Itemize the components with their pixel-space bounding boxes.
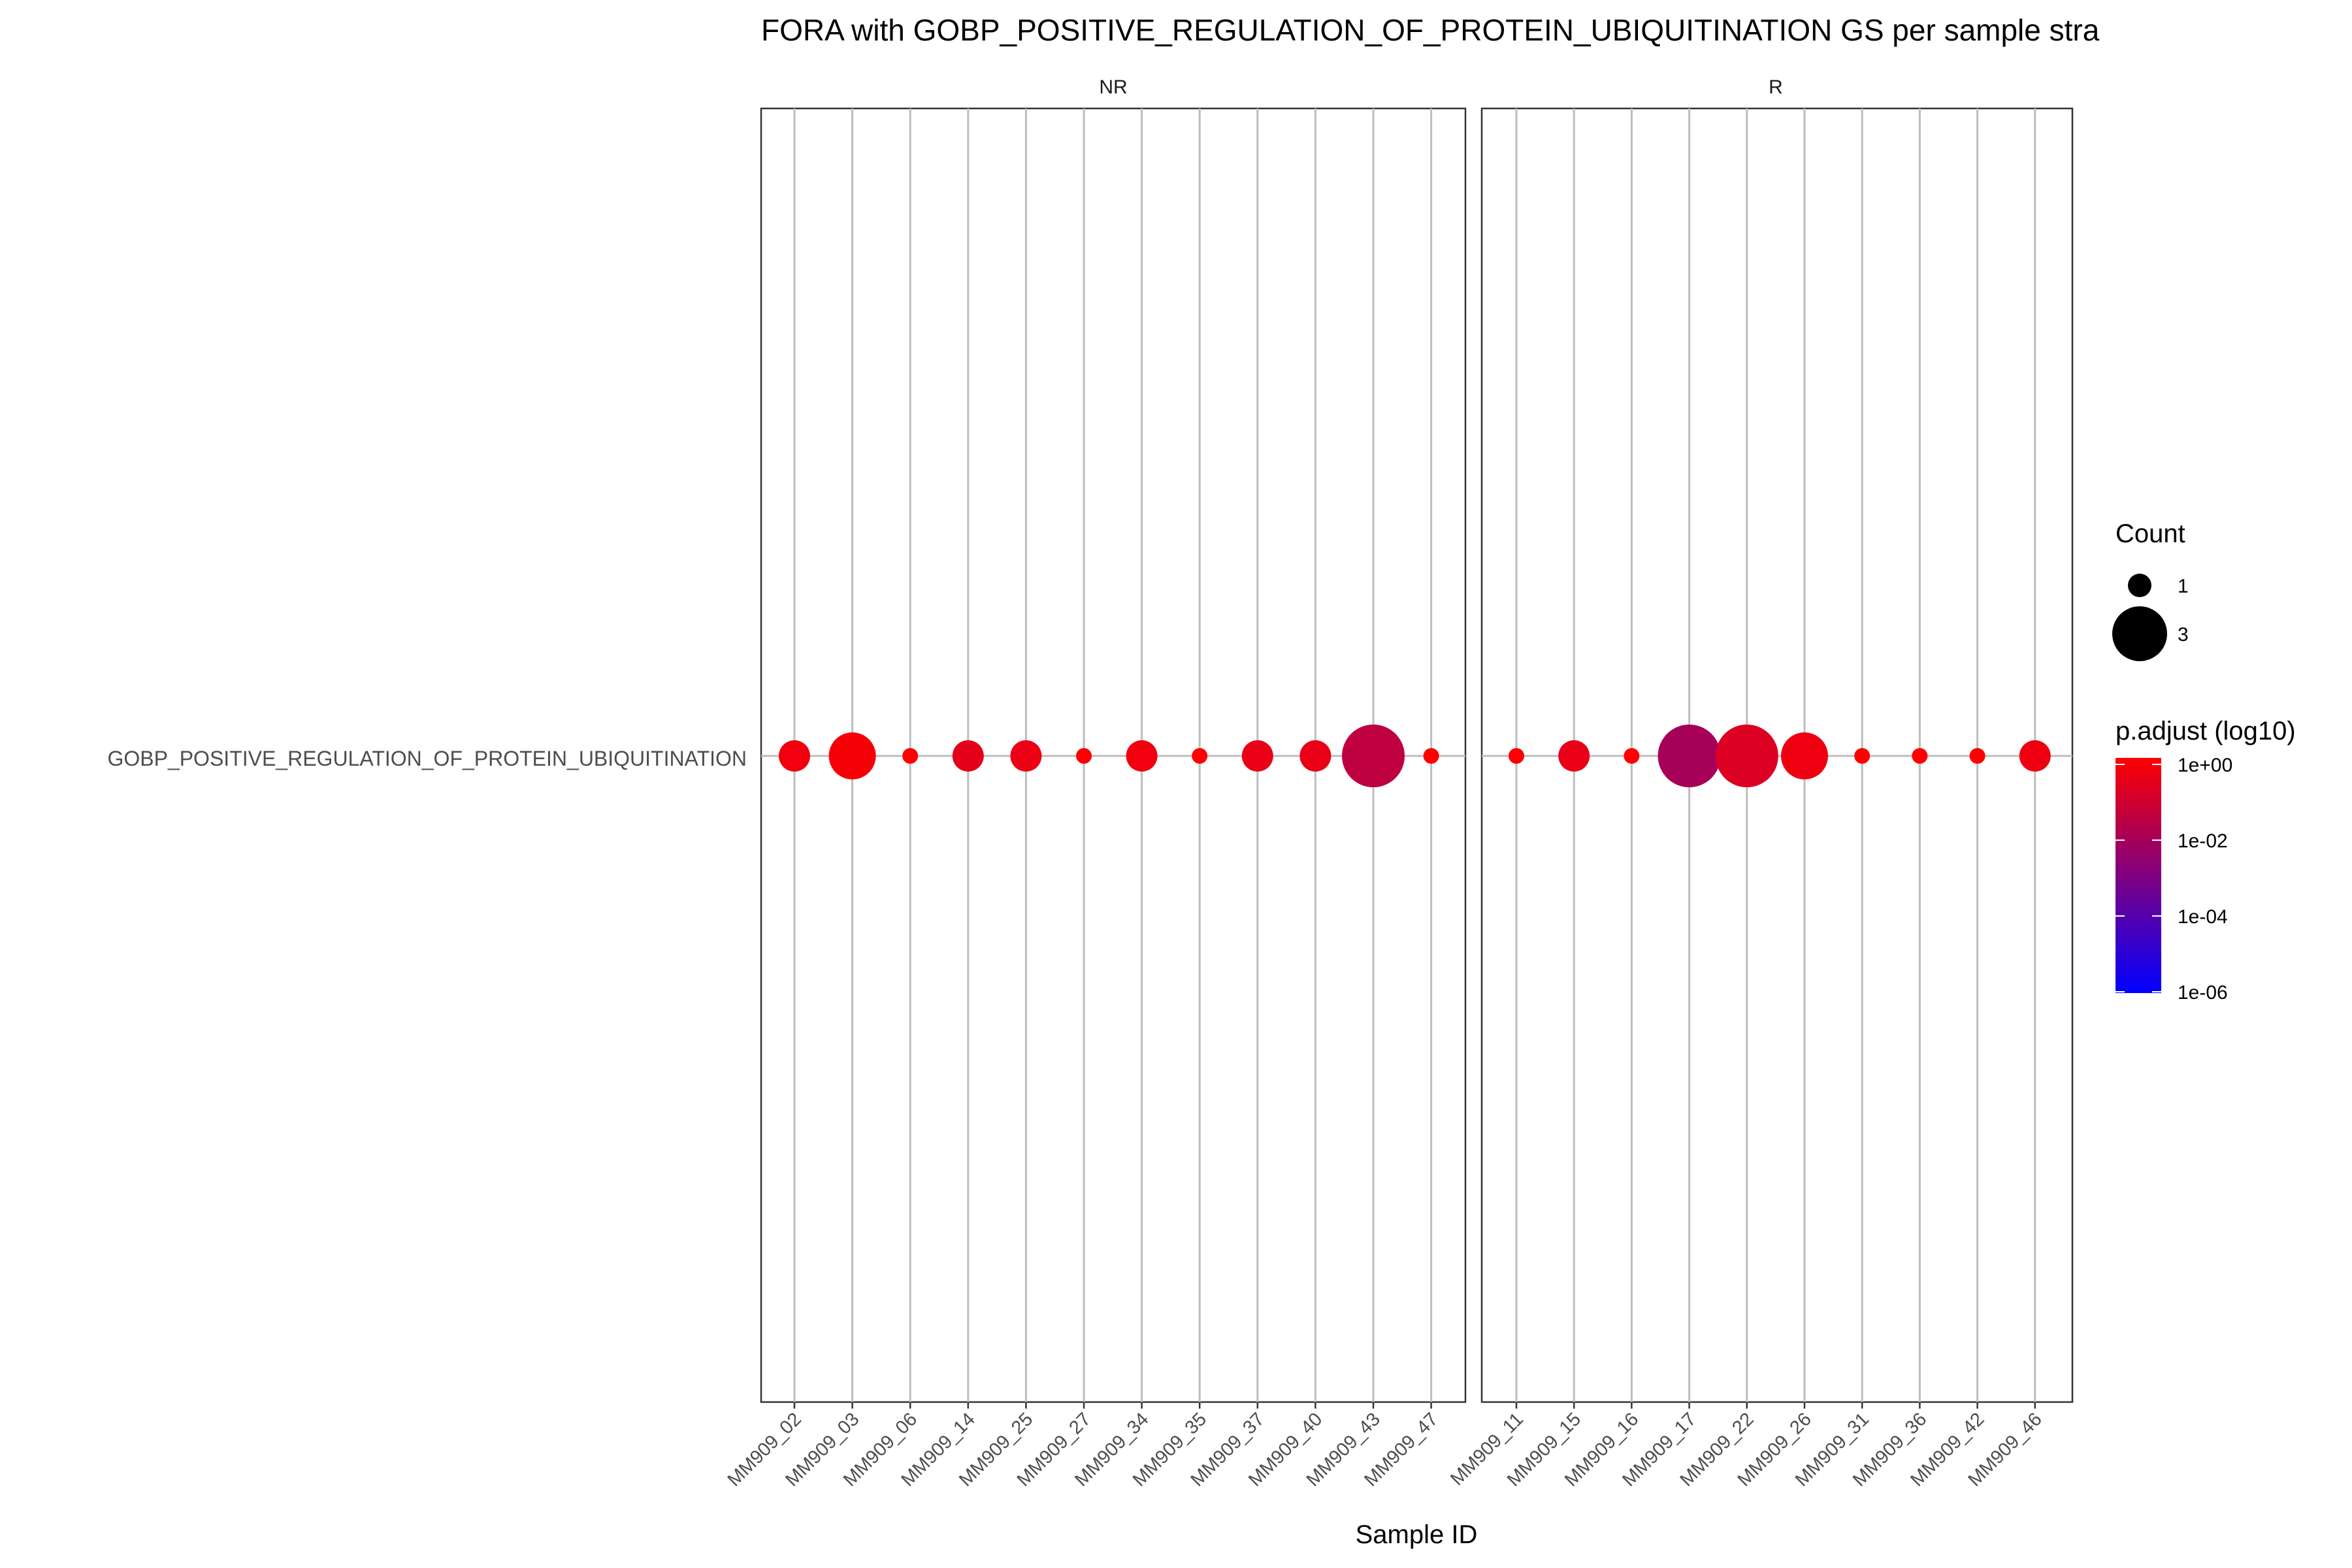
data-point <box>1126 740 1158 772</box>
data-point <box>2019 740 2051 772</box>
facet-label-r: R <box>1769 76 1783 98</box>
data-point <box>1192 748 1208 764</box>
data-point <box>1658 725 1721 787</box>
data-point <box>1010 740 1042 772</box>
facet-label-nr: NR <box>1099 76 1127 98</box>
data-point <box>779 740 810 772</box>
data-point <box>1509 748 1524 764</box>
data-point <box>952 740 984 772</box>
data-point <box>1241 740 1273 772</box>
legend-count: Count 1 3 <box>2112 519 2189 661</box>
data-point <box>1076 748 1092 764</box>
data-point <box>1715 725 1778 787</box>
legend-count-label-1: 1 <box>2178 576 2189 597</box>
color-bar-label: 1e-04 <box>2178 906 2228 928</box>
x-axis-title: Sample ID <box>1356 1520 1478 1549</box>
legend-count-marker-1 <box>2128 574 2151 597</box>
data-point <box>1912 748 1928 764</box>
facet-panel-r: MM909_11MM909_15MM909_16MM909_17MM909_22… <box>1446 76 2074 1491</box>
data-point <box>1423 748 1439 764</box>
data-point <box>1299 740 1331 772</box>
data-point <box>1781 732 1828 779</box>
color-bar-label: 1e-02 <box>2178 830 2228 852</box>
color-bar <box>2115 758 2161 993</box>
legend-count-marker-3 <box>2112 606 2167 661</box>
legend-count-title: Count <box>2115 519 2185 548</box>
chart-title: FORA with GOBP_POSITIVE_REGULATION_OF_PR… <box>761 13 2100 47</box>
color-bar-label: 1e+00 <box>2178 755 2232 776</box>
color-bar-label: 1e-06 <box>2178 982 2228 1004</box>
y-category-label: GOBP_POSITIVE_REGULATION_OF_PROTEIN_UBIQ… <box>107 747 747 770</box>
data-point <box>1558 740 1590 772</box>
legend-color: p.adjust (log10) 1e+00 1e-02 1e-04 1e-06 <box>2115 717 2296 1004</box>
data-point <box>1969 748 1985 764</box>
data-point <box>828 732 876 779</box>
data-point <box>1624 748 1640 764</box>
legend-color-title: p.adjust (log10) <box>2115 717 2296 745</box>
facet-panel-nr: MM909_02MM909_03MM909_06MM909_14MM909_25… <box>724 76 1467 1491</box>
data-point <box>902 748 919 764</box>
legend-count-label-3: 3 <box>2178 624 2189 645</box>
data-point <box>1854 748 1870 764</box>
data-point <box>1342 725 1405 787</box>
